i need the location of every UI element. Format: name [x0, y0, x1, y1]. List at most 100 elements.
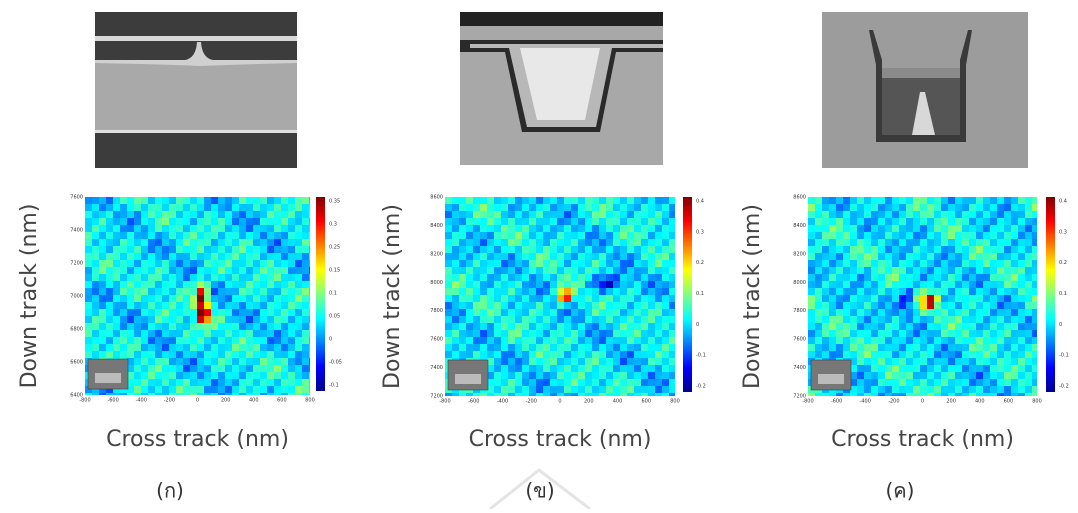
heatmap-cell: [309, 372, 310, 379]
heatmap-cell: [480, 344, 487, 351]
heatmap-cell: [239, 239, 246, 246]
heatmap-cell: [892, 302, 899, 309]
heatmap-cell: [557, 211, 564, 218]
heatmap-cell: [627, 281, 634, 288]
heatmap-cell: [155, 288, 162, 295]
heatmap-cell: [620, 309, 627, 316]
heatmap-cell: [295, 211, 302, 218]
heatmap-cell: [578, 351, 585, 358]
heatmap-cell: [267, 211, 274, 218]
heatmap-cell: [864, 288, 871, 295]
heatmap-cell: [585, 330, 592, 337]
heatmap-cell: [885, 302, 892, 309]
heatmap-cell: [288, 372, 295, 379]
heatmap-cell: [571, 211, 578, 218]
heatmap-cell: [969, 365, 976, 372]
heatmap-cell: [459, 344, 466, 351]
heatmap-cell: [176, 239, 183, 246]
heatmap-cell: [176, 295, 183, 302]
heatmap-cell: [585, 372, 592, 379]
heatmap-cell: [955, 260, 962, 267]
x-tick-label: 200: [584, 399, 594, 405]
heatmap-cell: [892, 330, 899, 337]
heatmap-cell: [106, 260, 113, 267]
heatmap-cell: [466, 197, 473, 204]
heatmap-cell: [1018, 309, 1025, 316]
heatmap-cell: [941, 267, 948, 274]
heatmap-cell: [225, 267, 232, 274]
heatmap-cell: [997, 253, 1004, 260]
heatmap-cell: [578, 211, 585, 218]
heatmap-cell: [571, 218, 578, 225]
x-axis-label: Cross track (nm): [469, 427, 652, 452]
heatmap-cell: [543, 260, 550, 267]
heatmap-cell: [648, 344, 655, 351]
heatmap-cell: [309, 288, 310, 295]
heatmap-cell: [302, 211, 309, 218]
heatmap-cell: [211, 393, 218, 395]
heatmap-cell: [990, 316, 997, 323]
heatmap-cell: [225, 316, 232, 323]
heatmap-cell: [864, 372, 871, 379]
heatmap-cell: [613, 288, 620, 295]
heatmap-cell: [885, 330, 892, 337]
heatmap-cell: [655, 330, 662, 337]
heatmap-cell: [120, 351, 127, 358]
heatmap-cell: [557, 379, 564, 386]
heatmap-cell: [571, 323, 578, 330]
heatmap-cell: [1004, 288, 1011, 295]
heatmap-cell: [459, 295, 466, 302]
heatmap-cell: [253, 232, 260, 239]
heatmap-cell: [106, 211, 113, 218]
heatmap-cell: [878, 330, 885, 337]
heatmap-cell: [864, 302, 871, 309]
heatmap-cell: [92, 351, 99, 358]
heatmap-cell: [1011, 372, 1018, 379]
heatmap-cell: [127, 288, 134, 295]
heatmap-cell: [274, 337, 281, 344]
heatmap-cell: [134, 267, 141, 274]
heatmap-cell: [1018, 295, 1025, 302]
heatmap-cell: [634, 351, 641, 358]
heatmap-cell: [955, 309, 962, 316]
heatmap-cell: [627, 316, 634, 323]
heatmap-cell: [550, 211, 557, 218]
heatmap-cell: [934, 260, 941, 267]
heatmap-cell: [864, 309, 871, 316]
heatmap-cell: [197, 379, 204, 386]
heatmap-cell: [295, 393, 302, 395]
heatmap-cell: [997, 295, 1004, 302]
heatmap-cell: [627, 204, 634, 211]
heatmap-cell: [501, 246, 508, 253]
heatmap-cell: [204, 239, 211, 246]
heatmap-cell: [578, 379, 585, 386]
heatmap-cell: [990, 393, 997, 396]
heatmap-cell: [466, 330, 473, 337]
heatmap-cell: [613, 260, 620, 267]
heatmap-cell: [627, 351, 634, 358]
heatmap-cell: [578, 309, 585, 316]
heatmap-cell: [592, 295, 599, 302]
heatmap-cell: [1004, 225, 1011, 232]
heatmap-cell: [302, 288, 309, 295]
heatmap-cell: [134, 330, 141, 337]
heatmap-cell: [976, 309, 983, 316]
heatmap-cell: [592, 302, 599, 309]
heatmap-cell: [281, 309, 288, 316]
heatmap-cell: [892, 351, 899, 358]
heatmap-cell: [543, 267, 550, 274]
heatmap-cell: [920, 218, 927, 225]
heatmap-cell: [515, 379, 522, 386]
heatmap-cell: [183, 232, 190, 239]
heatmap-cell: [948, 309, 955, 316]
heatmap-cell: [641, 274, 648, 281]
heatmap-cell: [613, 274, 620, 281]
heatmap-cell: [218, 330, 225, 337]
heatmap-cell: [934, 330, 941, 337]
heatmap-cell: [592, 253, 599, 260]
heatmap-cell: [162, 267, 169, 274]
heatmap-cell: [655, 211, 662, 218]
heatmap-cell: [634, 309, 641, 316]
heatmap-cell: [197, 302, 204, 309]
heatmap-cell: [487, 295, 494, 302]
